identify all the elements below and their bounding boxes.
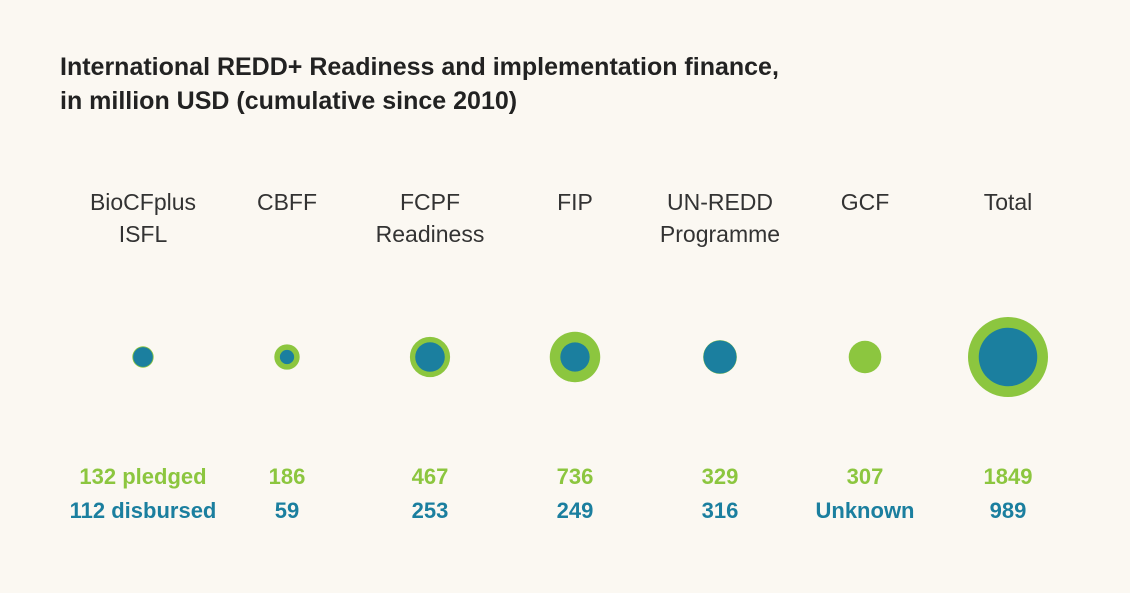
value-label: 112 disbursed (69, 498, 217, 523)
value-label: 186 (268, 464, 306, 489)
value-label: 989 (989, 498, 1027, 523)
bubble (848, 340, 882, 374)
category-label: Total (933, 186, 1083, 218)
category-text: GCF (840, 189, 890, 215)
bubble (133, 347, 153, 367)
value-label: 249 (556, 498, 594, 523)
bubble (978, 327, 1038, 387)
value-label: 132 pledged (79, 464, 207, 489)
value-label: 736 (556, 464, 594, 489)
value-label: 467 (411, 464, 449, 489)
value-label: 329 (701, 464, 739, 489)
title-line: International REDD+ Readiness and implem… (60, 53, 779, 81)
category-label: FIP (500, 186, 650, 218)
bubble (415, 342, 445, 372)
value-label: 253 (411, 498, 449, 523)
category-label: BioCFplus ISFL (68, 186, 218, 250)
chart-title: International REDD+ Readiness and implem… (60, 50, 779, 118)
category-text: UN-REDD Programme (659, 189, 781, 247)
bubble (703, 340, 737, 374)
category-label: FCPF Readiness (355, 186, 505, 250)
bubble (279, 349, 295, 365)
value-label: 307 (846, 464, 884, 489)
category-text: Total (983, 189, 1033, 215)
category-text: BioCFplus ISFL (89, 189, 197, 247)
value-label: 59 (274, 498, 300, 523)
title-line: in million USD (cumulative since 2010) (60, 87, 518, 115)
category-label: UN-REDD Programme (645, 186, 795, 250)
category-text: FCPF Readiness (375, 189, 485, 247)
category-label: CBFF (212, 186, 362, 218)
bubble (560, 342, 590, 372)
category-label: GCF (790, 186, 940, 218)
value-label: Unknown (815, 498, 915, 523)
category-text: CBFF (256, 189, 318, 215)
value-label: 316 (701, 498, 739, 523)
value-label: 1849 (983, 464, 1033, 489)
category-text: FIP (557, 189, 593, 215)
